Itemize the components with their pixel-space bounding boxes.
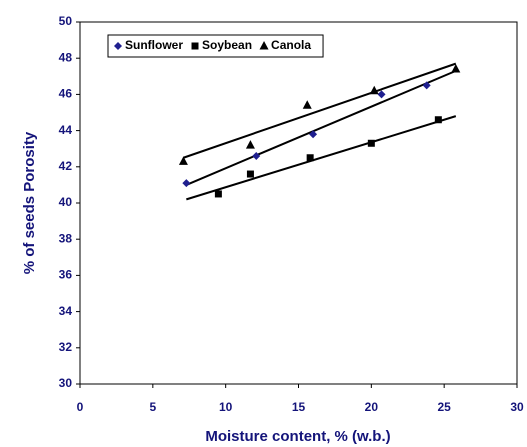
legend-box <box>107 34 324 58</box>
plot-area <box>79 21 518 385</box>
point <box>245 140 255 149</box>
y-tick-label: 36 <box>59 268 73 282</box>
y-axis-label: % of seeds Porosity <box>21 131 38 274</box>
point <box>252 151 261 160</box>
trend-line <box>185 69 457 186</box>
x-axis-label: Moisture content, % (w.b.) <box>205 428 390 445</box>
point <box>306 154 314 162</box>
legend-marker <box>191 42 199 50</box>
y-tick-label: 30 <box>59 376 73 390</box>
point <box>369 85 379 95</box>
legend: Sunflower Soybean Canola <box>107 34 324 58</box>
legend-marker <box>114 42 122 50</box>
trend-line <box>186 115 457 201</box>
point <box>182 179 191 188</box>
x-tick-label: 0 <box>77 400 84 414</box>
x-tick-label: 15 <box>292 400 306 414</box>
y-tick-label: 34 <box>59 304 73 318</box>
y-tick-label: 48 <box>59 50 73 64</box>
x-tick-label: 10 <box>219 400 233 414</box>
legend-label: Canola <box>271 38 311 52</box>
x-tick-label: 30 <box>510 400 524 414</box>
point <box>367 139 375 147</box>
point <box>434 116 442 124</box>
point <box>214 190 222 198</box>
y-tick-label: 40 <box>59 195 73 209</box>
y-tick-label: 46 <box>59 87 73 101</box>
legend-label: Soybean <box>202 38 252 52</box>
point <box>422 81 431 90</box>
point <box>451 64 461 73</box>
x-tick-label: 5 <box>149 400 156 414</box>
y-tick-label: 44 <box>59 123 73 137</box>
point <box>309 130 318 139</box>
x-tick-label: 25 <box>437 400 451 414</box>
trend-line <box>183 62 457 159</box>
legend-label: Sunflower <box>125 38 183 52</box>
y-tick-label: 38 <box>59 231 73 245</box>
y-tick-label: 32 <box>59 340 73 354</box>
point <box>377 90 386 99</box>
legend-marker <box>259 41 269 50</box>
point <box>302 100 312 109</box>
point <box>246 170 254 178</box>
point <box>178 156 188 165</box>
y-tick-label: 42 <box>59 159 73 173</box>
x-tick-label: 20 <box>365 400 379 414</box>
y-tick-label: 50 <box>59 14 73 28</box>
